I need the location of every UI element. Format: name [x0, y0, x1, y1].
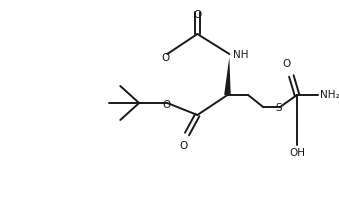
Text: NH: NH	[233, 50, 248, 60]
Text: OH: OH	[289, 148, 305, 158]
Text: O: O	[161, 53, 170, 63]
Text: O: O	[193, 10, 201, 20]
Polygon shape	[224, 57, 231, 95]
Text: O: O	[282, 59, 291, 69]
Text: O: O	[162, 100, 171, 110]
Text: NH₂: NH₂	[320, 90, 339, 100]
Text: S: S	[275, 103, 281, 113]
Text: O: O	[179, 141, 187, 151]
